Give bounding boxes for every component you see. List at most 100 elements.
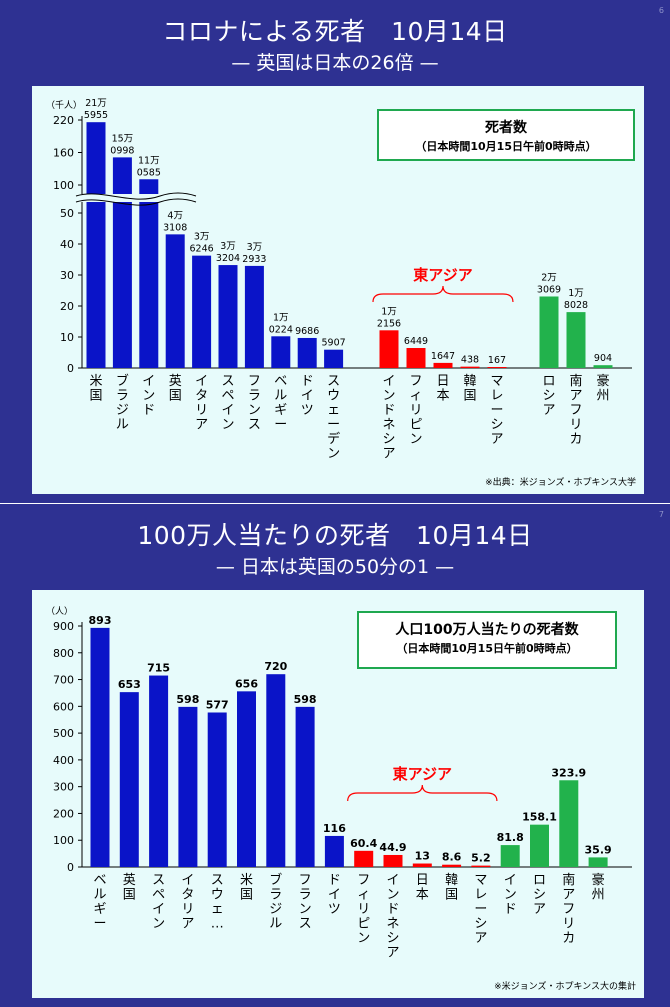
- x-category-label-char: ー: [93, 917, 106, 932]
- x-category-label-char: シ: [533, 888, 546, 903]
- bar-value-label: 598: [176, 693, 199, 706]
- legend-box: [357, 611, 617, 669]
- slide-title: コロナによる死者 10月14日: [162, 17, 508, 46]
- y-tick-label: 700: [53, 674, 74, 687]
- x-category-label-char: タ: [181, 888, 194, 903]
- x-category-label-char: ア: [569, 389, 582, 404]
- x-category-label-char: ン: [152, 917, 165, 932]
- bar-value-label: 653: [118, 678, 141, 691]
- bar: [379, 330, 399, 368]
- bar-value-label: 9686: [295, 326, 319, 337]
- bar-value-label: 598: [294, 693, 317, 706]
- x-category-label-char: ド: [504, 902, 517, 917]
- x-category-label-char: 韓: [463, 374, 476, 389]
- axis-break-line: [75, 198, 197, 206]
- x-category-label-char: 本: [436, 389, 449, 404]
- bar-value-label: 13: [415, 850, 430, 863]
- x-category-label-char: ア: [474, 931, 487, 946]
- x-category-label-char: ベ: [93, 873, 106, 888]
- x-category-label-char: ツ: [301, 403, 314, 418]
- x-category-label-char: ラ: [248, 389, 261, 404]
- bar-value-label: 3108: [163, 222, 187, 233]
- x-category-label-char: ン: [409, 432, 422, 447]
- x-category-label-char: ル: [269, 917, 282, 932]
- x-category-label-char: シ: [382, 432, 395, 447]
- y-tick-label: 500: [53, 727, 74, 740]
- x-category-label-char: 国: [89, 389, 102, 404]
- y-tick-label: 800: [53, 647, 74, 660]
- bar: [90, 627, 110, 867]
- bar: [237, 691, 256, 867]
- bar: [119, 692, 139, 867]
- x-category-label-char: ン: [248, 403, 261, 418]
- x-category-label-char: ン: [142, 389, 155, 404]
- page-number: 6: [658, 6, 664, 15]
- x-category-label-char: ィ: [409, 389, 422, 404]
- y-tick-label: 0: [67, 861, 74, 874]
- bar-value-label: 8028: [564, 300, 588, 311]
- bar-value-label: 5955: [84, 110, 108, 121]
- x-category-label-char: 本: [416, 888, 429, 903]
- y-tick-label: 10: [60, 331, 74, 344]
- x-category-label-char: リ: [357, 902, 370, 917]
- bar: [354, 850, 374, 867]
- legend-box: [377, 109, 635, 161]
- bar: [539, 296, 559, 368]
- bar-value-label: 3万: [220, 241, 236, 252]
- x-category-label-char: 国: [445, 888, 458, 903]
- bar: [593, 365, 613, 368]
- x-category-label-char: フ: [562, 902, 575, 917]
- x-category-label-char: ラ: [116, 389, 129, 404]
- bar-value-label: 4万: [167, 210, 183, 221]
- x-category-label-char: ー: [474, 902, 487, 917]
- x-category-label-char: ラ: [299, 888, 312, 903]
- bar-value-label: 893: [89, 614, 112, 627]
- bar-value-label: 720: [264, 660, 287, 673]
- x-category-label-char: ラ: [269, 888, 282, 903]
- y-unit-label: （人）: [46, 606, 73, 617]
- y-tick-label: 100: [53, 179, 74, 192]
- bar: [487, 367, 507, 368]
- x-category-label-char: ア: [195, 418, 208, 433]
- y-tick-label: 50: [60, 207, 74, 220]
- x-category-label-char: マ: [474, 873, 487, 888]
- x-category-label-char: リ: [562, 917, 575, 932]
- chart-panel: （千人） 0 10 20 30 40 50 100 160 220 21万 5955 米国 15万 0998…: [32, 86, 644, 494]
- y-tick-label: 100: [53, 834, 74, 847]
- x-category-label-char: リ: [409, 403, 422, 418]
- x-category-label-char: ピ: [409, 418, 422, 433]
- bar: [207, 712, 227, 867]
- x-category-label-char: ー: [490, 403, 503, 418]
- bar: [460, 366, 480, 368]
- x-category-label-char: ア: [542, 403, 555, 418]
- x-category-label-char: ド: [301, 374, 314, 389]
- legend-title: 人口100万人当たりの死者数: [395, 621, 579, 638]
- bar-value-label: 60.4: [350, 837, 377, 850]
- bar-value-label: 2933: [242, 254, 266, 265]
- bar: [244, 265, 264, 368]
- page-number: 7: [658, 510, 664, 519]
- legend-title: 死者数: [484, 119, 528, 136]
- x-category-label-char: 国: [123, 888, 136, 903]
- x-category-label-char: ー: [274, 418, 287, 433]
- x-category-label-char: ン: [386, 888, 399, 903]
- x-category-label-char: イ: [181, 873, 194, 888]
- bar: [139, 179, 159, 368]
- bar-value-label: 158.1: [522, 811, 557, 824]
- bar-value-label: 15万: [112, 133, 134, 144]
- east-asia-brace: [347, 784, 498, 802]
- x-category-label-char: 豪: [596, 373, 609, 389]
- x-category-label-char: 国: [463, 389, 476, 404]
- bar: [566, 312, 586, 368]
- x-category-label-char: ン: [504, 888, 517, 903]
- x-category-label-char: ス: [211, 873, 224, 888]
- x-category-label-char: ジ: [269, 902, 282, 917]
- x-category-label-char: デ: [327, 431, 340, 447]
- x-category-label-char: 英: [123, 873, 136, 888]
- x-category-label-char: フ: [409, 374, 422, 389]
- bar: [218, 265, 238, 368]
- x-category-label-char: ペ: [221, 389, 234, 404]
- x-category-label-char: ー: [327, 418, 340, 433]
- x-category-label-char: ブ: [116, 373, 129, 389]
